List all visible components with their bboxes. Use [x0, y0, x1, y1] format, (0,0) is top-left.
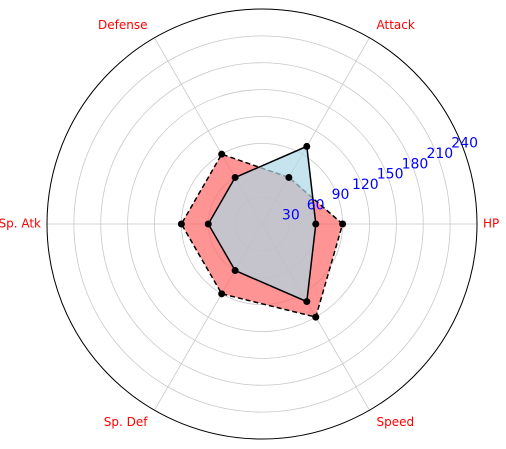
r-tick-label: 210 [426, 146, 453, 162]
series-1-point [312, 313, 320, 321]
series-0-point [231, 267, 239, 275]
series-0-point [204, 220, 212, 228]
r-tick-label: 120 [352, 177, 379, 193]
r-tick-label: 240 [451, 136, 478, 152]
category-label-sp-def: Sp. Def [104, 415, 148, 429]
series-0-point [303, 298, 311, 306]
series-1-point [177, 220, 185, 228]
category-label-sp-atk: Sp. Atk [0, 217, 41, 231]
series-1-point [218, 150, 226, 158]
series-0-point [231, 173, 239, 181]
series-1-point [218, 290, 226, 298]
r-tick-label: 150 [377, 167, 404, 183]
r-tick-label: 60 [307, 197, 325, 213]
series-1-point [339, 220, 347, 228]
series-1-point [285, 173, 293, 181]
category-label-speed: Speed [377, 415, 415, 429]
series-0-area [208, 146, 316, 302]
series-0-point [303, 142, 311, 150]
r-tick-label: 30 [282, 208, 300, 224]
category-label-attack: Attack [377, 18, 415, 32]
category-label-defense: Defense [98, 18, 147, 32]
r-tick-label: 180 [402, 156, 429, 172]
r-tick-label: 90 [332, 187, 350, 203]
outer-frame [46, 8, 478, 440]
series-0-point [312, 220, 320, 228]
category-label-hp: HP [483, 217, 499, 231]
